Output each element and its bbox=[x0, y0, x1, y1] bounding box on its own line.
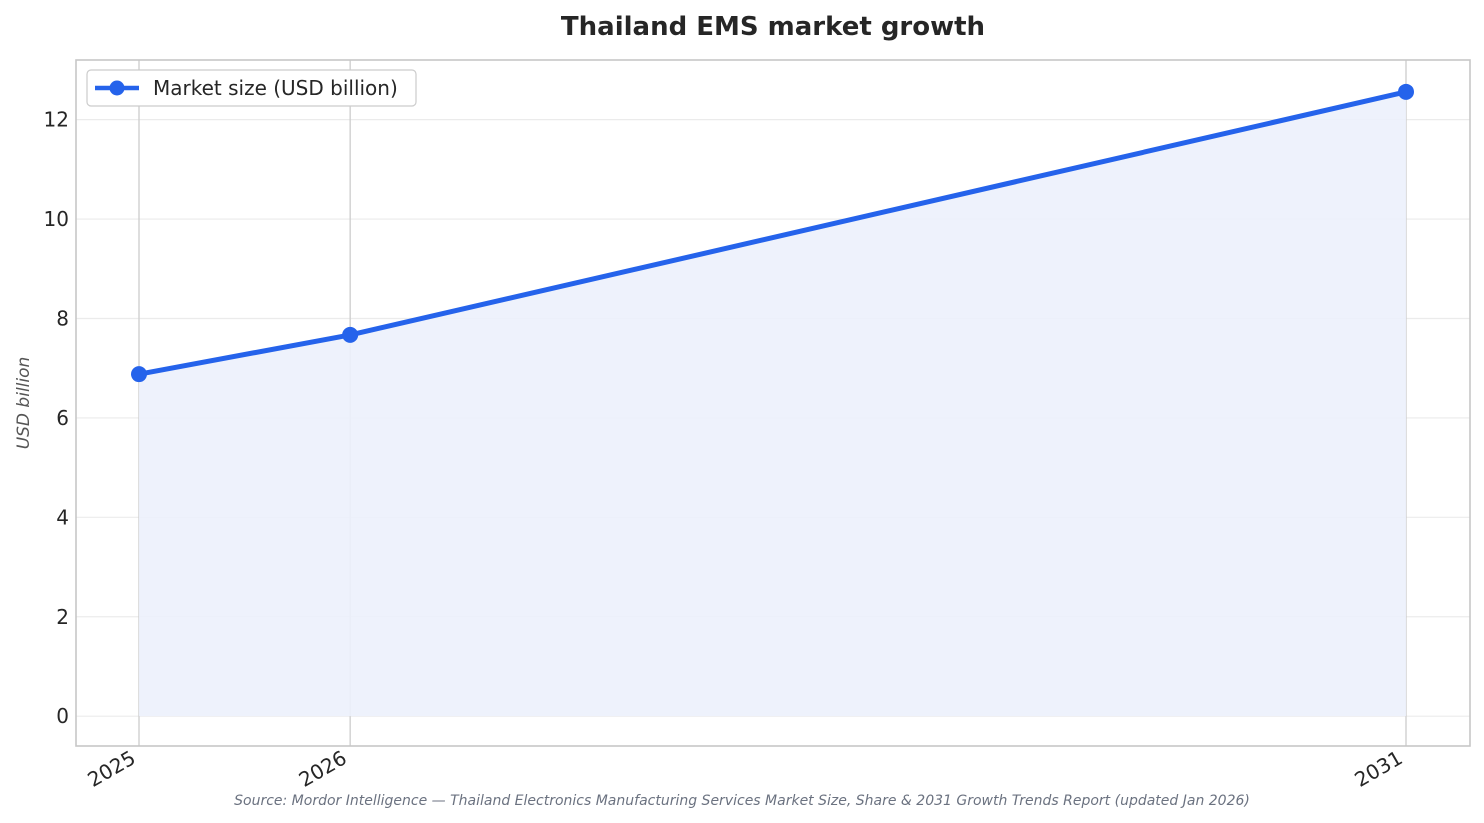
x-tick-label: 2025 bbox=[83, 746, 139, 792]
y-tick-label: 10 bbox=[44, 207, 69, 231]
x-axis-ticks: 2025 2026 2031 bbox=[83, 746, 1406, 792]
chart-title: Thailand EMS market growth bbox=[561, 12, 985, 42]
data-point bbox=[342, 326, 359, 343]
legend-marker bbox=[109, 80, 125, 96]
y-tick-label: 0 bbox=[56, 704, 69, 728]
legend-box bbox=[86, 69, 417, 107]
legend-label: Market size (USD billion) bbox=[153, 76, 398, 100]
x-tick-label: 2026 bbox=[295, 746, 351, 792]
source-note: Source: Mordor Intelligence — Thailand E… bbox=[234, 793, 1250, 809]
plot-frame bbox=[75, 59, 1471, 747]
x-tick-label: 2031 bbox=[1350, 746, 1406, 792]
data-point bbox=[1398, 83, 1414, 100]
y-tick-label: 12 bbox=[44, 108, 69, 132]
area-fill bbox=[139, 91, 1406, 717]
data-point bbox=[131, 366, 147, 383]
y-axis-ticks: 0 2 4 6 8 10 12 bbox=[44, 108, 69, 729]
y-axis-label: USD billion bbox=[14, 357, 34, 450]
y-tick-label: 8 bbox=[56, 306, 69, 330]
data-points-layer bbox=[131, 83, 1414, 383]
area-fill-layer bbox=[139, 91, 1406, 717]
y-tick-label: 2 bbox=[56, 605, 69, 629]
y-tick-label: 4 bbox=[56, 505, 69, 529]
y-tick-label: 6 bbox=[56, 406, 69, 430]
legend: Market size (USD billion) bbox=[86, 69, 417, 107]
